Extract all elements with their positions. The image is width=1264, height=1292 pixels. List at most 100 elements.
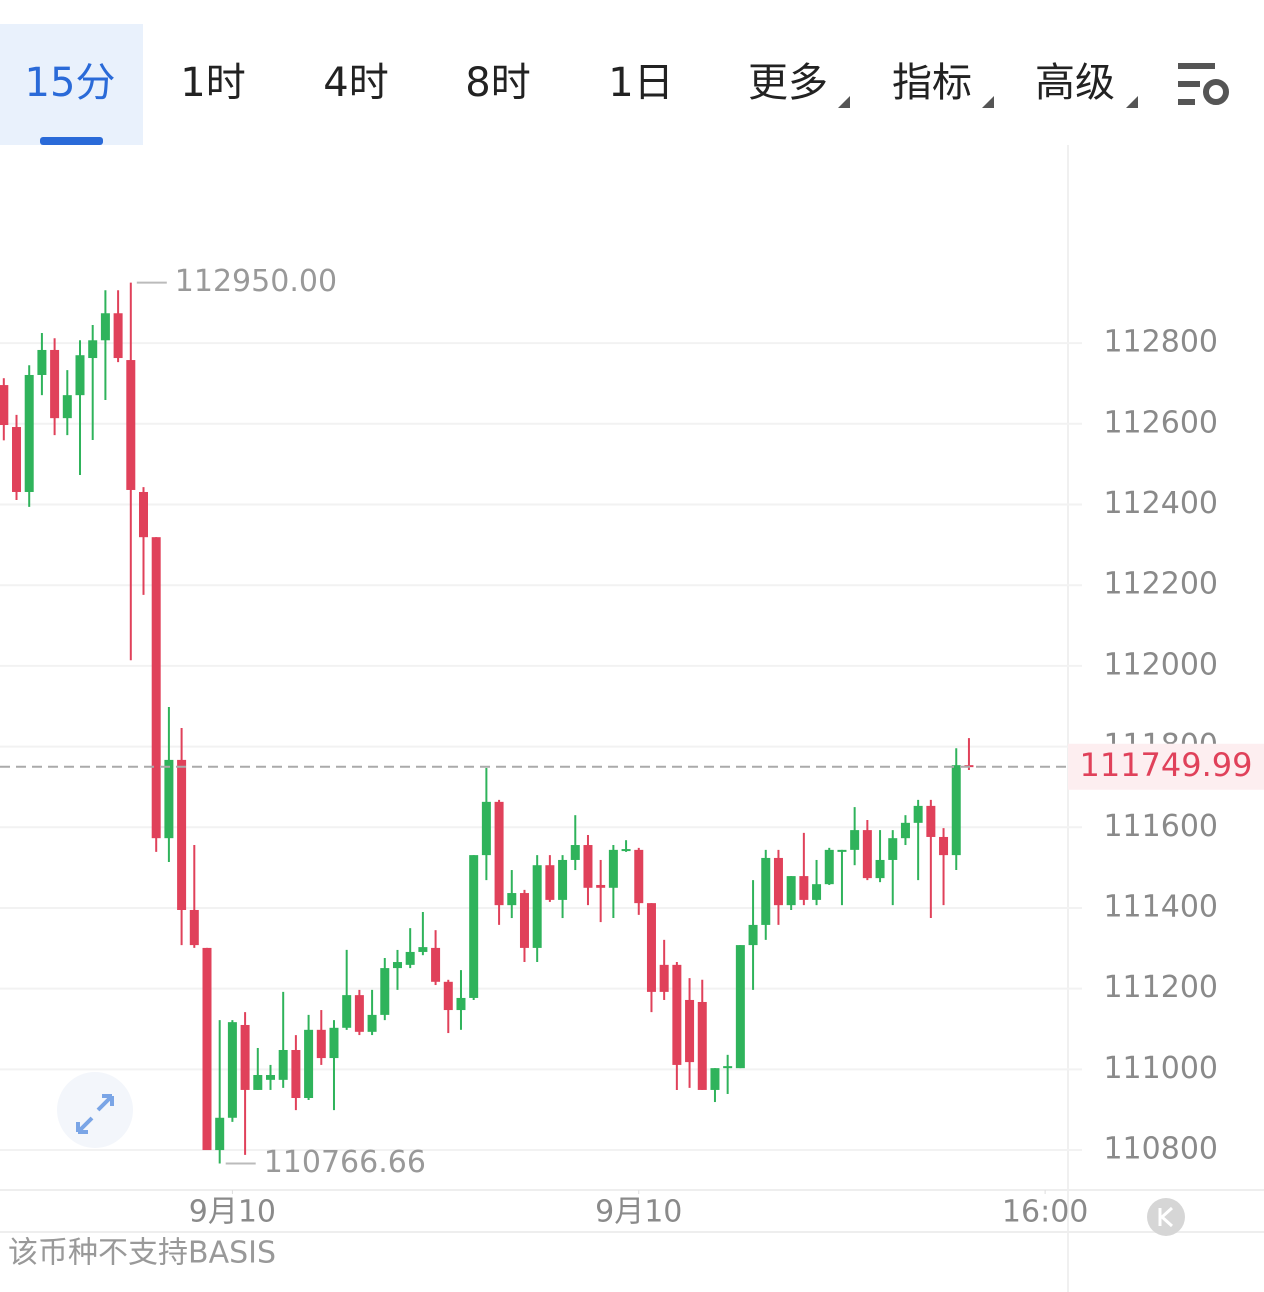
x-tick-label: 16:00: [1002, 1195, 1088, 1230]
candle-body: [608, 849, 618, 888]
annotation-label: 112950.00: [175, 264, 337, 299]
candle-body: [316, 1029, 326, 1059]
candle-body: [50, 349, 60, 419]
expand-button[interactable]: [57, 1072, 133, 1148]
candle-body: [354, 995, 364, 1032]
expand-icon: [76, 1094, 114, 1134]
candle-body: [265, 1075, 275, 1080]
candle-body: [735, 945, 745, 1069]
candle-body: [0, 385, 9, 426]
y-tick-label: 112000: [1103, 647, 1218, 682]
active-tab-bg: [0, 24, 143, 145]
candle-body: [329, 1027, 339, 1059]
candle-body: [405, 951, 415, 965]
candle-body: [672, 964, 682, 1065]
annotation-label: 110766.66: [264, 1145, 426, 1180]
y-tick-label: 112800: [1103, 325, 1218, 360]
candle-body: [304, 1029, 314, 1099]
candle-body: [139, 491, 149, 538]
tab[interactable]: 1时: [180, 60, 245, 106]
candle-body: [443, 981, 453, 1011]
tab[interactable]: 4时: [323, 60, 388, 106]
y-tick-label: 111000: [1103, 1051, 1218, 1086]
candle-body: [862, 830, 872, 879]
candle-body: [748, 924, 758, 946]
candle-body: [519, 893, 529, 948]
y-tick-label: 112200: [1103, 567, 1218, 602]
candle-body: [850, 830, 860, 850]
candle-body: [951, 765, 961, 856]
candle-body: [75, 355, 85, 396]
candle-body: [913, 805, 923, 823]
last-price-label: 111749.99: [1079, 746, 1252, 784]
tab[interactable]: 15分: [25, 60, 116, 106]
y-tick-label: 112400: [1103, 486, 1218, 521]
tab[interactable]: 高级: [1035, 60, 1115, 106]
candle-body: [189, 909, 199, 946]
candle-body: [278, 1049, 288, 1080]
y-tick-label: 111600: [1103, 809, 1218, 844]
candle-body: [837, 849, 847, 852]
candle-body: [37, 349, 47, 375]
settings-icon[interactable]: [1178, 63, 1229, 105]
candle-body: [634, 849, 644, 904]
candle-body: [62, 395, 72, 419]
candle-body: [824, 849, 834, 885]
candle-body: [291, 1049, 301, 1099]
candle-body: [113, 313, 123, 359]
candle-body: [253, 1075, 263, 1090]
tab[interactable]: 8时: [465, 60, 530, 106]
candle-body: [431, 947, 441, 982]
candle-body: [418, 947, 428, 952]
candle-body: [646, 903, 656, 992]
candle-body: [227, 1022, 237, 1118]
candle-body: [570, 845, 580, 860]
candle-body: [164, 759, 174, 839]
candle-body: [215, 1117, 225, 1151]
candle-body: [494, 801, 504, 906]
candle-body: [507, 893, 517, 906]
y-tick-label: 111400: [1103, 889, 1218, 924]
candle-body: [659, 964, 669, 992]
candle-body: [532, 865, 542, 948]
candle-body: [342, 995, 352, 1028]
candle-body: [786, 876, 796, 906]
candle-body: [926, 805, 936, 837]
candle-body: [12, 427, 22, 492]
candle-body: [481, 801, 491, 856]
candle-body: [100, 313, 110, 341]
candle-body: [380, 968, 390, 1015]
candle-body: [240, 1024, 250, 1090]
candle-body: [558, 859, 568, 900]
candle-body: [939, 836, 949, 856]
candle-body: [799, 876, 809, 900]
tab[interactable]: 指标: [892, 60, 972, 106]
x-tick-label: 9月10: [595, 1195, 682, 1230]
candle-body: [126, 360, 136, 490]
last-price-box: [1068, 743, 1264, 790]
tab[interactable]: 1日: [608, 60, 673, 106]
candle-body: [367, 1014, 377, 1032]
candle-body: [875, 859, 885, 879]
candle-body: [24, 374, 34, 492]
candle-body: [596, 884, 606, 888]
y-tick-label: 111200: [1103, 970, 1218, 1005]
tab[interactable]: 更多: [748, 60, 828, 106]
k-button[interactable]: [1147, 1198, 1185, 1236]
y-tick-label: 110800: [1103, 1132, 1218, 1167]
candle-body: [151, 537, 161, 839]
candle-body: [392, 962, 402, 969]
candle-body: [583, 845, 593, 888]
candle-body: [888, 838, 898, 860]
candle-body: [469, 855, 479, 998]
candle-body: [685, 999, 695, 1063]
y-tick-label: 112600: [1103, 405, 1218, 440]
dropdown-arrows: [838, 96, 1138, 108]
candle-body: [202, 947, 212, 1151]
candle-body: [177, 759, 187, 910]
footer-note: 该币种不支持BASIS: [8, 1236, 276, 1271]
k-icon: [1158, 1206, 1174, 1228]
candle-body: [773, 857, 783, 906]
candle-body: [545, 865, 555, 900]
